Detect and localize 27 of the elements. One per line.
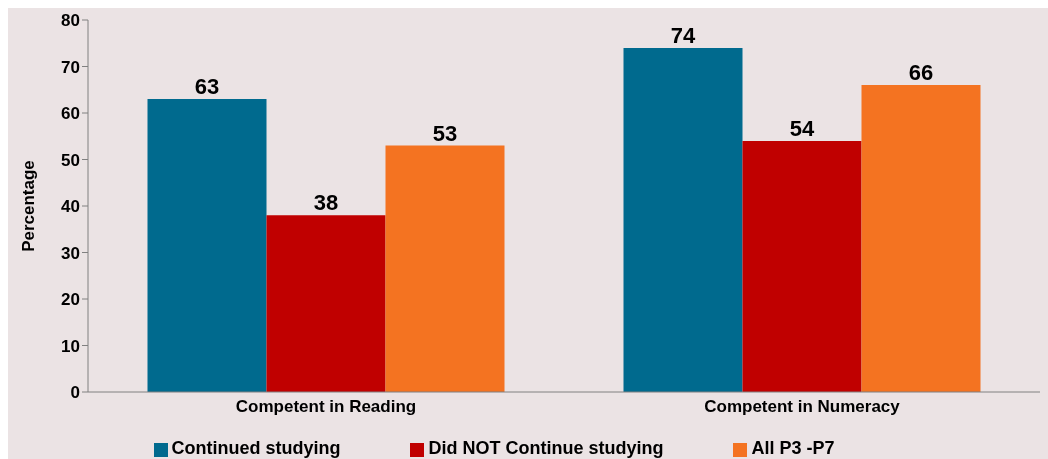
y-tick-label: 40 [61,197,80,217]
y-axis-title: Percentage [19,160,39,252]
legend-label: Did NOT Continue studying [428,438,664,458]
data-label: 53 [432,120,458,146]
legend-label: All P3 -P7 [751,438,835,458]
bar [266,215,386,392]
y-tick-label: 50 [61,150,80,170]
bar [385,145,505,392]
y-tick-label: 60 [61,104,80,124]
bar [742,140,862,392]
bar [861,85,981,392]
data-label: 54 [789,115,815,141]
y-tick-label: 20 [61,290,80,310]
data-label: 38 [313,190,339,216]
x-tick-label: Competent in Numeracy [704,397,901,417]
y-tick-label: 80 [61,11,80,31]
y-tick-label: 30 [61,243,80,263]
data-label: 66 [908,60,934,86]
bar [623,47,743,392]
x-tick-label: Competent in Reading [235,397,417,417]
y-tick-label: 10 [61,336,80,356]
data-label: 63 [194,74,220,100]
bar [147,99,267,392]
y-tick-label: 70 [61,57,80,77]
data-label: 74 [670,22,696,48]
y-tick-label: 0 [70,383,80,403]
legend-label: Continued studying [171,438,341,458]
